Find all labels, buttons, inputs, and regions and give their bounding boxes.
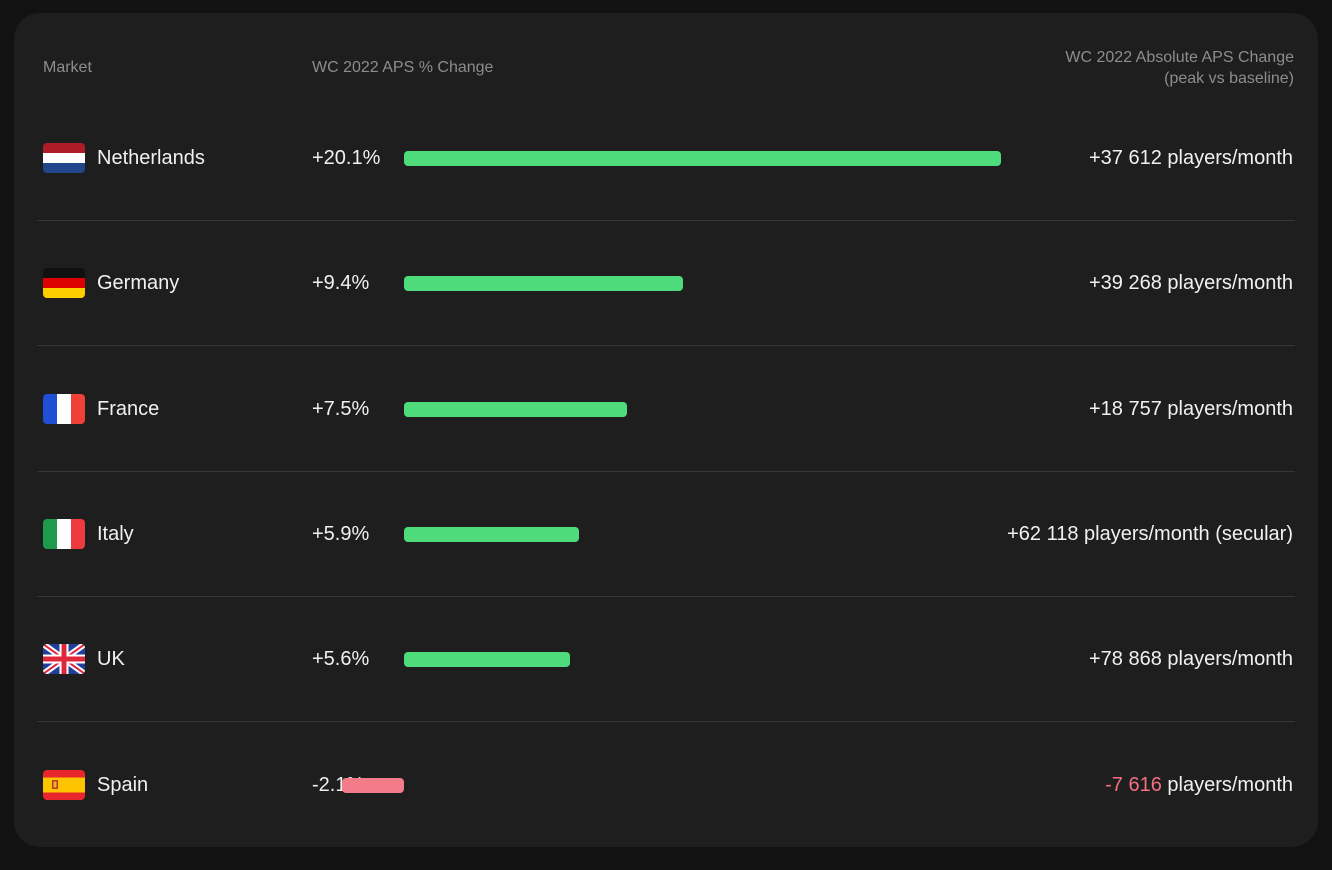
abs-change-unit: players/month xyxy=(1161,397,1293,420)
market-row-germany: Germany +9.4% +39 268 players/month xyxy=(37,221,1295,347)
abs-change-value: +78 868 xyxy=(1088,648,1162,671)
pct-change-label: +5.6% xyxy=(312,648,370,671)
row-divider xyxy=(37,470,1295,472)
country-label: Italy xyxy=(97,522,134,545)
header-abs-change-line1: WC 2022 Absolute APS Change xyxy=(1065,49,1294,66)
abs-change-value: +37 612 xyxy=(1088,147,1162,169)
abs-change-label: +62 118 players/month (secular) xyxy=(1007,522,1293,546)
market-row-netherlands: Netherlands +20.1% +37 612 players/month xyxy=(37,96,1295,221)
country-label: Germany xyxy=(97,272,180,295)
italy-flag-icon xyxy=(43,518,85,549)
spain-flag-icon xyxy=(43,769,85,800)
abs-change-unit: players/month xyxy=(1161,147,1293,169)
header-pct-change: WC 2022 APS % Change xyxy=(312,59,494,76)
country-label: Spain xyxy=(97,773,149,796)
header-abs-change: WC 2022 Absolute APS Change (peak vs bas… xyxy=(1065,47,1294,89)
pct-change-label: +9.4% xyxy=(312,272,370,295)
abs-change-label: +18 757 players/month xyxy=(1089,397,1293,421)
abs-change-value: +18 757 xyxy=(1088,397,1162,420)
chart-card: Market WC 2022 APS % Change WC 2022 Abso… xyxy=(14,13,1318,847)
abs-change-label: -7 616 players/month xyxy=(1105,773,1293,797)
bar-spain xyxy=(341,777,404,793)
market-row-spain: Spain -2.1% -7 616 players/month xyxy=(37,723,1295,848)
country-label: Netherlands xyxy=(97,147,205,169)
row-divider xyxy=(37,220,1295,221)
row-divider xyxy=(37,595,1295,597)
bar-netherlands xyxy=(404,151,1001,166)
pct-change-label: +7.5% xyxy=(312,397,370,420)
netherlands-flag-icon xyxy=(43,143,85,173)
germany-flag-icon xyxy=(43,268,85,299)
abs-change-label: +78 868 players/month xyxy=(1089,647,1293,671)
abs-change-label: +39 268 players/month xyxy=(1089,271,1293,295)
country-label: UK xyxy=(97,648,125,671)
bar-germany xyxy=(404,276,684,292)
abs-change-unit: players/month (secular) xyxy=(1078,522,1293,545)
abs-change-value: -7 616 xyxy=(1105,773,1162,796)
country-label: France xyxy=(97,397,160,420)
market-row-italy: Italy +5.9% +62 118 players/month (secular… xyxy=(37,472,1295,597)
abs-change-unit: players/month xyxy=(1161,773,1293,796)
row-divider xyxy=(37,345,1295,347)
uk-flag-icon xyxy=(43,644,85,675)
row-divider xyxy=(37,721,1295,723)
market-row-uk: UK +5.6% +78 868 players/month xyxy=(37,597,1295,723)
abs-change-unit: players/month xyxy=(1161,272,1293,295)
market-row-france: France +7.5% +18 757 players/month xyxy=(37,347,1295,472)
pct-change-label: +5.9% xyxy=(312,522,370,545)
bar-france xyxy=(404,401,627,417)
abs-change-unit: players/month xyxy=(1161,648,1293,671)
pct-change-label: +20.1% xyxy=(312,147,381,169)
france-flag-icon xyxy=(43,393,85,424)
abs-change-label: +37 612 players/month xyxy=(1089,146,1293,170)
abs-change-value: +39 268 xyxy=(1088,272,1162,295)
header-abs-change-line2: (peak vs baseline) xyxy=(1164,70,1294,87)
header-market: Market xyxy=(43,59,92,76)
abs-change-value: +62 118 xyxy=(1007,522,1079,545)
bar-uk xyxy=(404,652,571,668)
bar-italy xyxy=(404,526,580,542)
